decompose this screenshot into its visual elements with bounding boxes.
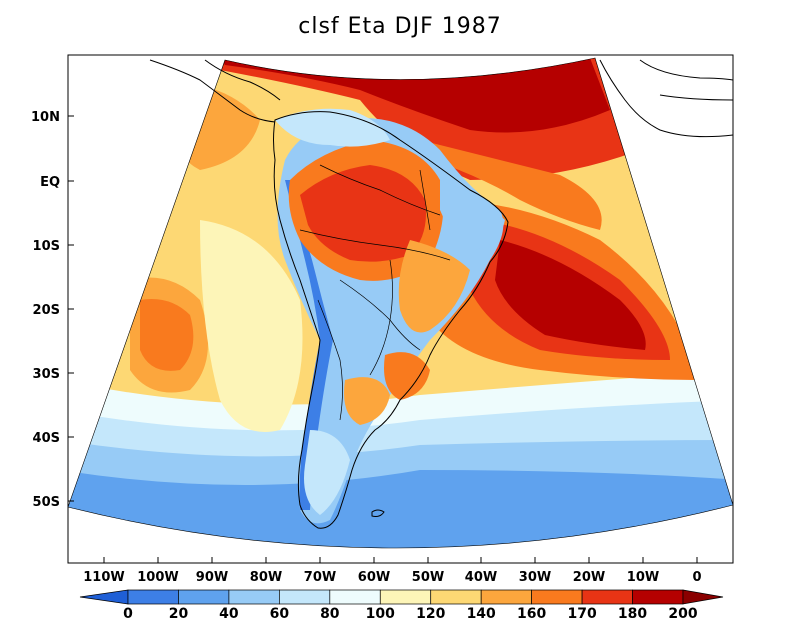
lon-axis: 110W 100W 90W 80W 70W 60W 50W 40W 30W 20…	[83, 557, 702, 585]
colorbar-box	[430, 589, 482, 605]
colorbar-high-arrow	[682, 589, 724, 605]
colorbar-box	[279, 589, 331, 605]
lon-label-40w: 40W	[465, 570, 497, 585]
pacific-warm-core	[140, 299, 194, 371]
lat-label-40s: 40S	[33, 431, 60, 446]
north-atlantic-darkred	[220, 58, 610, 133]
border-6	[419, 169, 431, 231]
colorbar-label: 60	[270, 606, 290, 618]
yucatan-coast	[204, 59, 281, 101]
colorbar-box	[127, 589, 179, 605]
border-5	[317, 299, 343, 421]
colorbar-box	[178, 589, 230, 605]
satl-darkred	[495, 240, 646, 350]
lon-label-20w: 20W	[573, 570, 605, 585]
amazon-red	[300, 165, 426, 262]
lon-label-60w: 60W	[358, 570, 390, 585]
lon-label-80w: 80W	[250, 570, 282, 585]
colorbar-label: 20	[169, 606, 189, 618]
domain-outline	[67, 57, 734, 549]
colorbar-box	[228, 589, 280, 605]
ne-brazil	[440, 180, 505, 250]
africa-border-1	[639, 59, 733, 81]
border-1	[319, 164, 441, 216]
pampas-warm	[344, 377, 390, 425]
colorbar-label: 160	[517, 606, 546, 618]
colorbar-box	[329, 589, 381, 605]
africa-border-2	[659, 94, 733, 101]
lat-label-10s: 10S	[33, 239, 60, 254]
lon-label-0: 0	[692, 570, 701, 585]
colorbar-box	[480, 589, 532, 605]
falklands	[371, 509, 385, 517]
lon-label-90w: 90W	[196, 570, 228, 585]
colorbar-box	[379, 589, 432, 605]
lon-label-100w: 100W	[137, 570, 178, 585]
border-4	[369, 259, 393, 376]
south-america-coast	[273, 111, 509, 529]
brazil-plateau	[398, 240, 470, 333]
atl-connect	[400, 140, 602, 230]
map-title: clsf Eta DJF 1987	[298, 14, 502, 39]
africa-coast	[599, 59, 733, 138]
lat-label-30s: 30S	[33, 367, 60, 382]
colorbar-label: 80	[320, 606, 340, 618]
lat-axis: 10N EQ 10S 20S 30S 40S 50S	[31, 110, 74, 510]
lon-label-10w: 10W	[627, 570, 659, 585]
colorbar-box	[531, 589, 583, 605]
colorbar-box	[632, 589, 684, 605]
lon-label-50w: 50W	[412, 570, 444, 585]
lat-label-50s: 50S	[33, 495, 60, 510]
coastlines	[149, 59, 733, 529]
border-2	[299, 229, 451, 261]
colorbar: 0 20 40 60 80 100 120 140 160 170 180 200	[79, 589, 724, 618]
lat-label-eq: EQ	[40, 175, 60, 190]
lat-label-10n: 10N	[31, 110, 60, 125]
colorbar-label: 40	[219, 606, 239, 618]
colorbar-label: 170	[567, 606, 596, 618]
uruguay-warm	[384, 352, 430, 400]
lat-label-20s: 20S	[33, 303, 60, 318]
colorbar-label: 200	[668, 606, 697, 618]
colorbar-label: 120	[416, 606, 445, 618]
patagonia	[304, 430, 350, 515]
lon-label-30w: 30W	[519, 570, 551, 585]
south-band-4	[68, 470, 733, 549]
central-america-coast	[149, 59, 276, 123]
colorbar-box	[581, 589, 633, 605]
lon-label-70w: 70W	[304, 570, 336, 585]
colorbar-label: 0	[123, 606, 133, 618]
colorbar-label: 100	[366, 606, 395, 618]
caribbean-coast	[275, 108, 390, 147]
lon-label-110w: 110W	[83, 570, 124, 585]
colorbar-low-arrow	[79, 589, 129, 605]
coastal-yellow	[200, 220, 303, 432]
colorbar-label: 180	[618, 606, 647, 618]
colorbar-label: 140	[467, 606, 496, 618]
